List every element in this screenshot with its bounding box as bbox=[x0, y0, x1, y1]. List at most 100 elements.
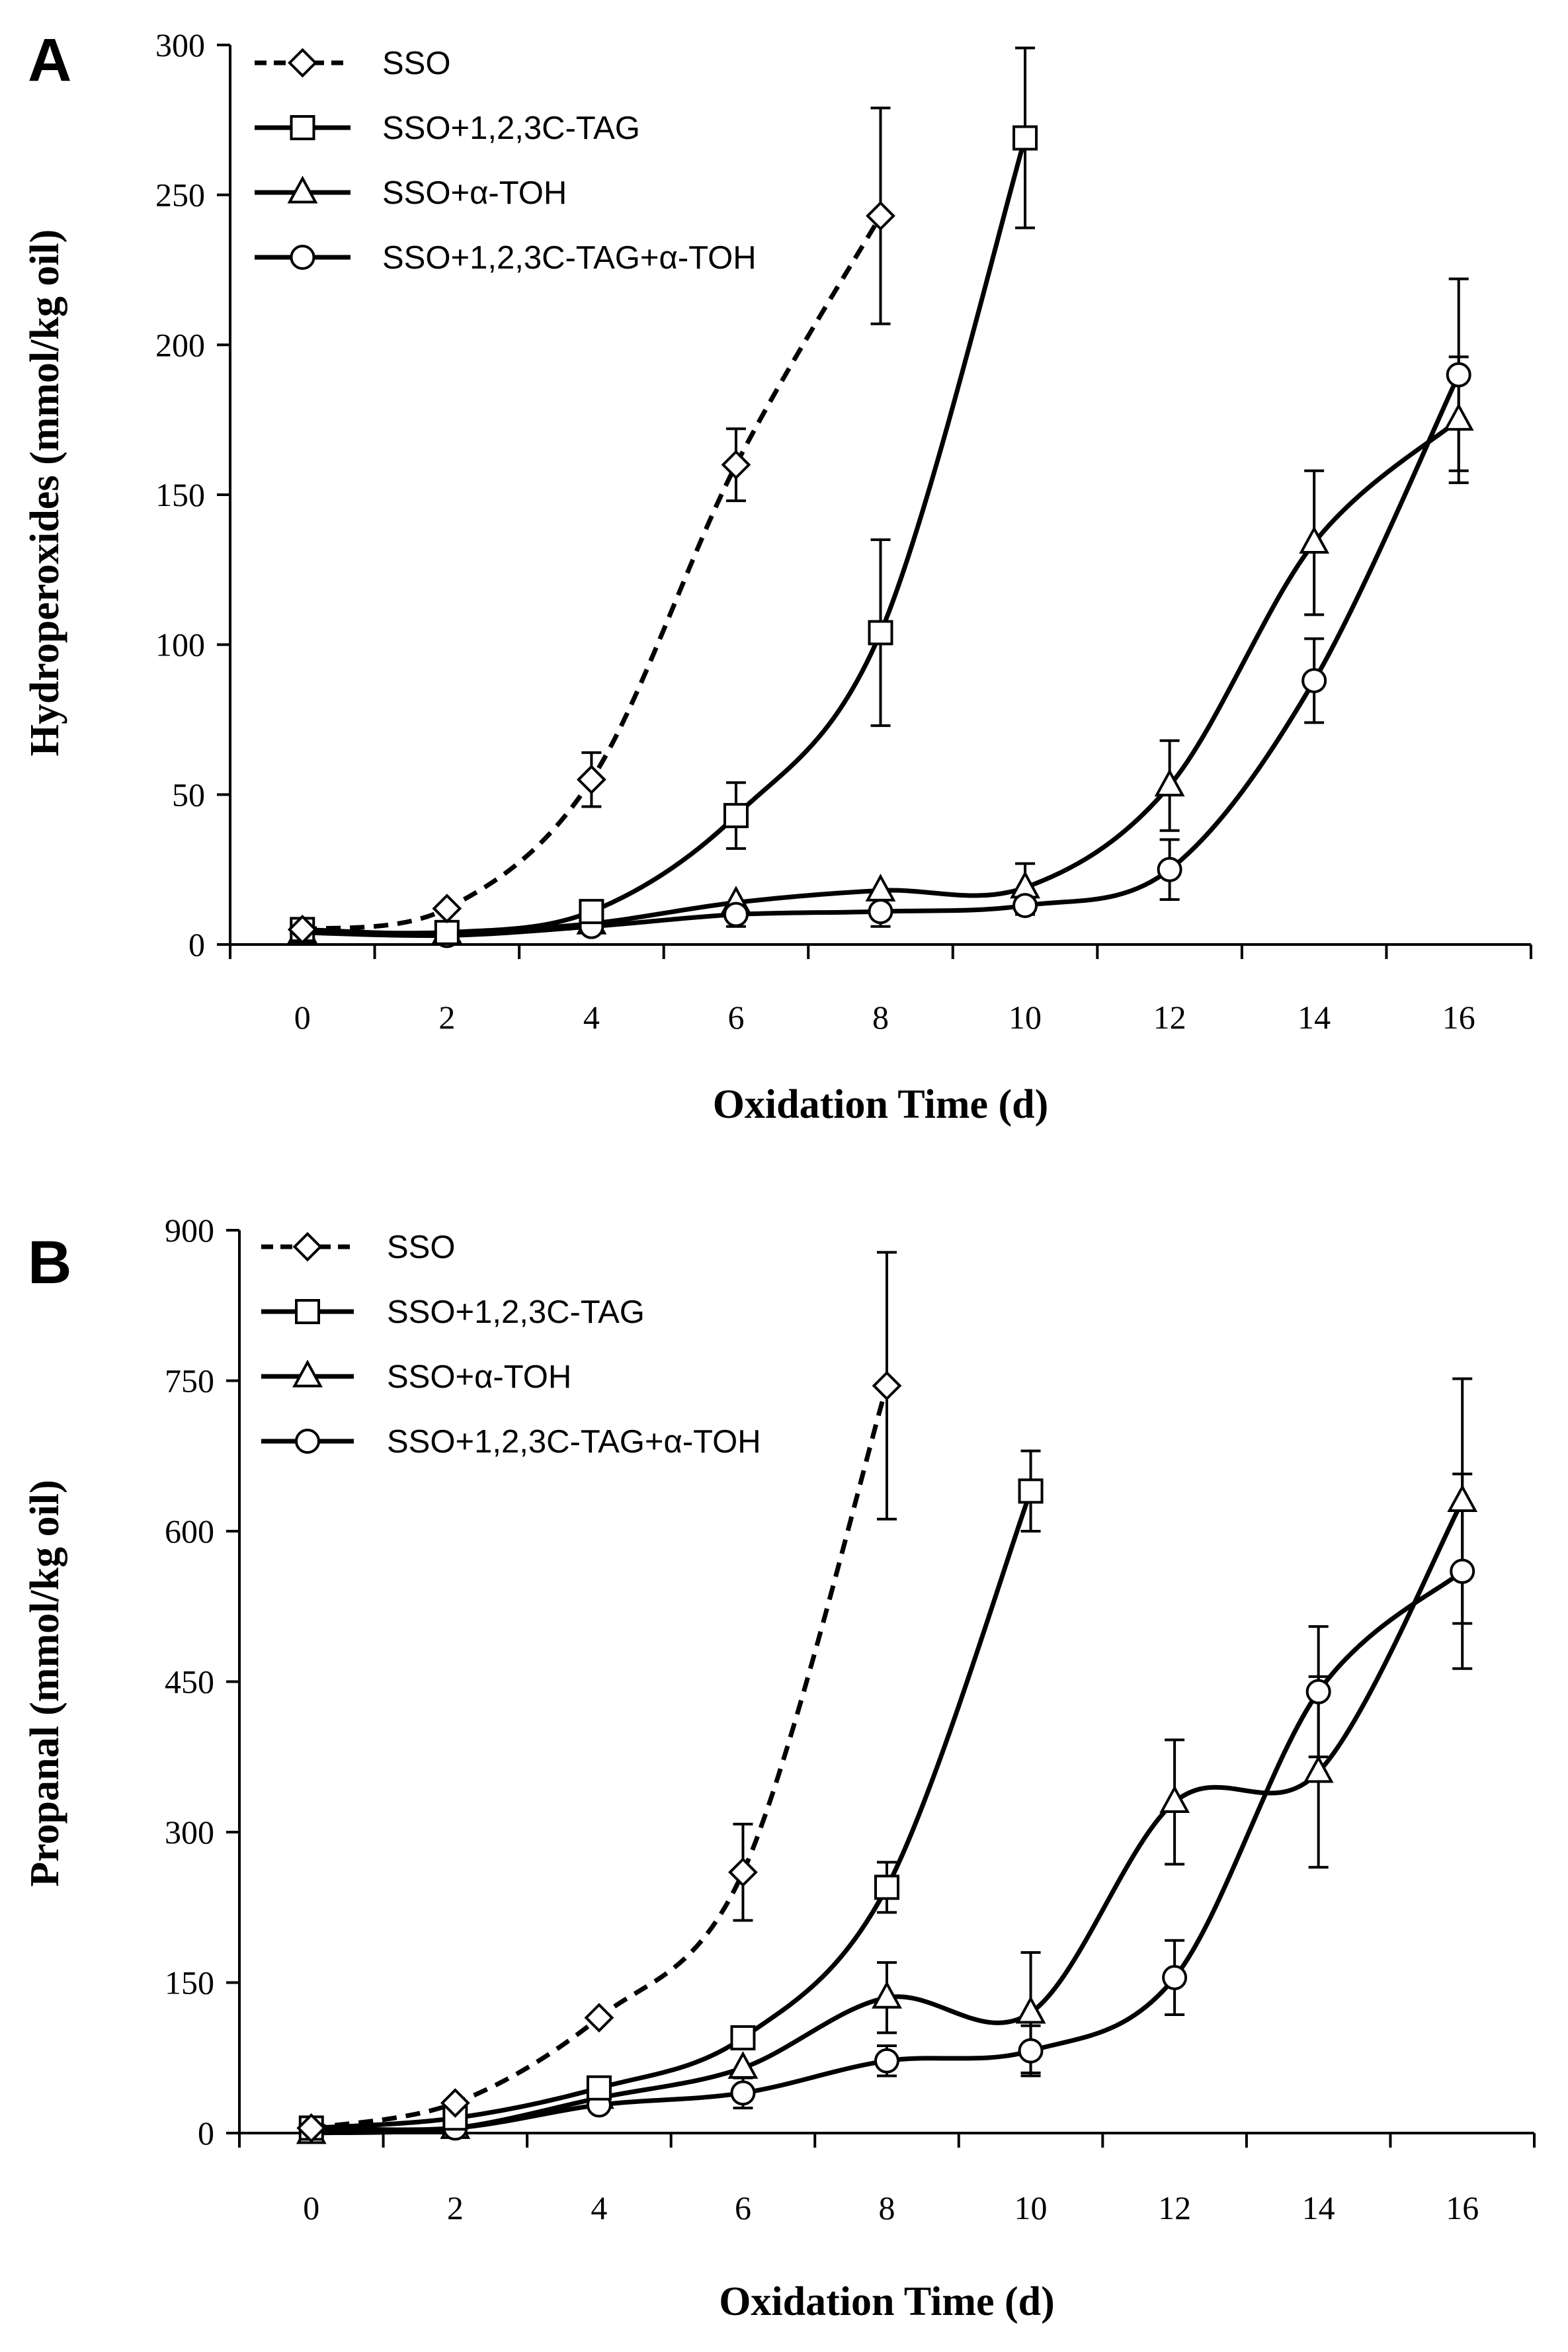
data-point-circle bbox=[1301, 668, 1327, 694]
y-tick-label: 450 bbox=[165, 1663, 214, 1701]
data-point-square bbox=[434, 919, 460, 945]
x-tick-label: 14 bbox=[1302, 2189, 1335, 2226]
data-point-square bbox=[1018, 1478, 1044, 1504]
data-point-diamond bbox=[872, 1370, 902, 1401]
y-tick-label: 150 bbox=[165, 1964, 214, 2001]
y-tick-label: 300 bbox=[165, 1814, 214, 1851]
x-tick-label: 10 bbox=[1009, 999, 1042, 1036]
x-tick-label: 8 bbox=[872, 999, 889, 1036]
data-point-triangle bbox=[872, 1980, 902, 2009]
data-point-triangle bbox=[1443, 403, 1474, 431]
x-tick-label: 14 bbox=[1298, 999, 1331, 1036]
legend-marker-square bbox=[295, 1299, 320, 1324]
x-tick-label: 16 bbox=[1442, 999, 1475, 1036]
y-tick-label: 100 bbox=[155, 626, 205, 663]
y-tick-label: 600 bbox=[165, 1513, 214, 1550]
data-point-square bbox=[586, 2075, 612, 2101]
y-tick-label: 150 bbox=[155, 476, 205, 513]
x-tick-label: 8 bbox=[879, 2189, 895, 2226]
data-point-diamond bbox=[296, 2113, 327, 2143]
x-tick-label: 0 bbox=[294, 999, 311, 1036]
x-tick-label: 12 bbox=[1158, 2189, 1191, 2226]
data-point-triangle bbox=[1303, 1755, 1334, 1783]
data-point-circle bbox=[1018, 2038, 1044, 2064]
x-tick-label: 0 bbox=[303, 2189, 319, 2226]
chart-panel-a: 0 50 100 150 200 250 300 0 2 4 6 8 10 12 14 16 Oxidation… bbox=[22, 26, 1532, 1127]
data-point-diamond bbox=[577, 765, 606, 795]
data-point-diamond bbox=[287, 914, 317, 945]
data-point-circle bbox=[874, 2048, 899, 2074]
y-tick-label: 0 bbox=[188, 926, 205, 963]
x-axis-label: Oxidation Time (d) bbox=[719, 2279, 1055, 2324]
data-point-square bbox=[1012, 125, 1038, 151]
series-line-triangle bbox=[311, 1499, 1465, 2136]
y-tick-label: 300 bbox=[155, 26, 205, 63]
y-tick-label: 200 bbox=[155, 326, 205, 363]
legend-label: SSO+1,2,3C-TAG+α-TOH bbox=[382, 240, 757, 276]
data-point-square bbox=[723, 803, 749, 829]
series-line-diamond bbox=[311, 1385, 889, 2130]
data-point-diamond bbox=[721, 450, 751, 480]
series-line-square bbox=[311, 1490, 1033, 2130]
legend-marker-diamond bbox=[292, 1232, 323, 1262]
panel-label: B bbox=[28, 1229, 71, 1296]
data-point-circle bbox=[730, 2080, 756, 2106]
y-tick-label: 750 bbox=[165, 1363, 214, 1400]
legend-marker-triangle bbox=[292, 1359, 323, 1388]
y-tick-label: 250 bbox=[155, 177, 205, 214]
x-tick-label: 2 bbox=[438, 999, 455, 1036]
legend-label: SSO bbox=[387, 1230, 455, 1265]
data-point-square bbox=[730, 2025, 756, 2050]
data-point-triangle bbox=[1159, 1785, 1190, 1813]
data-point-circle bbox=[1162, 1964, 1188, 1990]
y-tick-label: 50 bbox=[172, 776, 205, 813]
data-point-square bbox=[868, 620, 893, 646]
data-point-diamond bbox=[866, 201, 895, 231]
legend-label: SSO+1,2,3C-TAG bbox=[387, 1294, 645, 1330]
data-point-circle bbox=[868, 899, 893, 925]
data-point-circle bbox=[1012, 893, 1038, 919]
legend-marker-circle bbox=[290, 245, 315, 270]
data-point-triangle bbox=[1154, 769, 1185, 797]
y-axis-label: Hydroperoxides (mmol/kg oil) bbox=[22, 230, 67, 757]
legend-label: SSO+α-TOH bbox=[382, 175, 567, 211]
data-point-triangle bbox=[1447, 1484, 1478, 1512]
x-tick-label: 12 bbox=[1153, 999, 1186, 1036]
legend-marker-circle bbox=[295, 1429, 320, 1454]
data-point-square bbox=[579, 899, 604, 925]
data-point-diamond bbox=[440, 2088, 470, 2118]
legend-label: SSO+α-TOH bbox=[387, 1359, 571, 1395]
data-point-circle bbox=[723, 902, 749, 927]
legend-label: SSO+1,2,3C-TAG+α-TOH bbox=[387, 1424, 761, 1460]
data-point-circle bbox=[1305, 1679, 1331, 1704]
data-point-triangle bbox=[727, 2051, 759, 2079]
panel-label: A bbox=[28, 26, 71, 94]
data-point-triangle bbox=[1299, 526, 1330, 554]
legend-marker-square bbox=[290, 115, 315, 140]
y-axis-label: Propanal (mmol/kg oil) bbox=[22, 1480, 67, 1886]
y-tick-label: 0 bbox=[198, 2115, 214, 2152]
data-point-circle bbox=[1450, 1558, 1475, 1584]
y-tick-label: 900 bbox=[165, 1212, 214, 1249]
data-point-diamond bbox=[432, 894, 462, 923]
data-point-diamond bbox=[584, 2003, 614, 2033]
legend-marker-diamond bbox=[288, 48, 317, 78]
x-tick-label: 4 bbox=[591, 2189, 607, 2226]
data-point-square bbox=[874, 1874, 899, 1900]
chart-panel-b: 0 150 300 450 600 750 900 0 2 4 6 8 10 12 14 16 Oxidatio… bbox=[22, 1212, 1536, 2324]
legend-label: SSO bbox=[382, 46, 450, 81]
x-tick-label: 6 bbox=[735, 2189, 751, 2226]
data-point-diamond bbox=[728, 1857, 758, 1888]
x-tick-label: 6 bbox=[727, 999, 744, 1036]
x-tick-label: 4 bbox=[583, 999, 600, 1036]
data-point-triangle bbox=[1015, 1995, 1046, 2024]
data-point-circle bbox=[1446, 362, 1471, 388]
legend-label: SSO+1,2,3C-TAG bbox=[382, 110, 640, 146]
x-axis-label: Oxidation Time (d) bbox=[713, 1082, 1049, 1127]
x-tick-label: 2 bbox=[447, 2189, 464, 2226]
series-line-diamond bbox=[302, 214, 883, 932]
x-tick-label: 10 bbox=[1014, 2189, 1048, 2226]
x-tick-label: 16 bbox=[1446, 2189, 1479, 2226]
